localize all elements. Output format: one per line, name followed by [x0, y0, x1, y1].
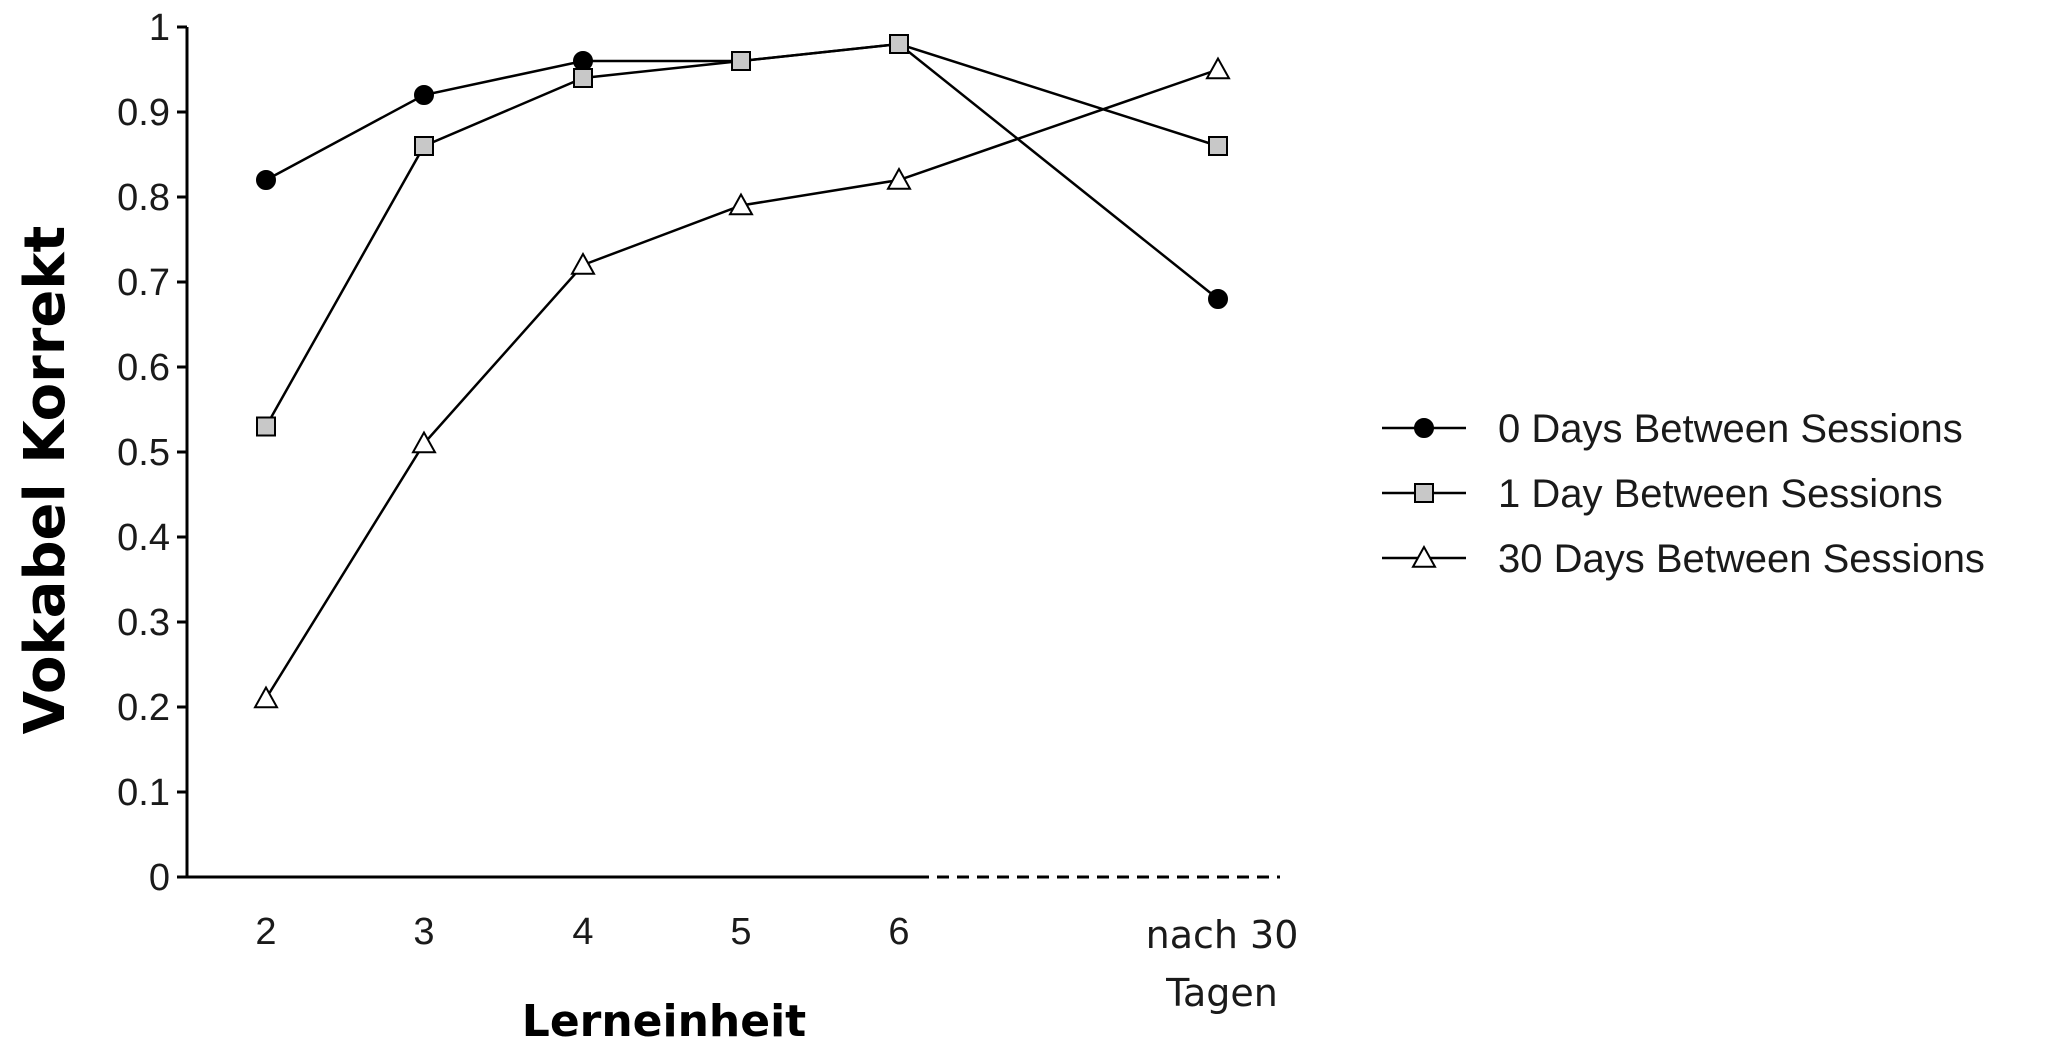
series-lines [266, 44, 1218, 699]
data-point-circle [1415, 419, 1433, 437]
chart-axes [187, 27, 1280, 877]
data-point-circle [257, 171, 275, 189]
data-point-square [1415, 484, 1433, 502]
data-point-circle [574, 52, 592, 70]
y-tick-label: 0.1 [117, 772, 170, 814]
legend-label: 1 Day Between Sessions [1498, 472, 1943, 516]
y-axis-title: Vokabel Korrekt [13, 226, 78, 735]
y-tick-label: 0 [149, 857, 170, 899]
y-tick-label: 1 [149, 7, 170, 49]
series-line-1 [266, 44, 1218, 427]
y-axis-ticks: 0 0.1 0.2 0.3 0.4 0.5 0.6 0.7 0.8 0.9 1 [117, 7, 187, 899]
data-point-square [257, 418, 275, 436]
legend: 0 Days Between Sessions 1 Day Between Ses… [1382, 407, 1985, 581]
data-point-circle [415, 86, 433, 104]
y-tick-label: 0.5 [117, 432, 170, 474]
x-axis-title: Lerneinheit [522, 996, 806, 1046]
data-point-square [732, 52, 750, 70]
data-point-triangle [888, 169, 910, 189]
data-point-square [574, 69, 592, 87]
y-tick-label: 0.3 [117, 602, 170, 644]
x-tick-label: 2 [255, 911, 276, 953]
x-tick-label-last: nach 30 [1146, 913, 1299, 957]
x-tick-label: 3 [413, 911, 434, 953]
data-point-square [415, 137, 433, 155]
series-markers [255, 35, 1229, 707]
y-tick-label: 0.9 [117, 92, 170, 134]
y-tick-label: 0.6 [117, 347, 170, 389]
series-line-2 [266, 70, 1218, 699]
y-tick-label: 0.2 [117, 687, 170, 729]
y-tick-label: 0.4 [117, 517, 170, 559]
x-tick-label: 6 [888, 911, 909, 953]
y-tick-label: 0.7 [117, 262, 170, 304]
legend-label: 0 Days Between Sessions [1498, 407, 1963, 451]
data-point-triangle [255, 688, 277, 708]
data-point-square [890, 35, 908, 53]
data-point-circle [1209, 290, 1227, 308]
data-point-square [1209, 137, 1227, 155]
data-point-triangle [572, 254, 594, 274]
data-point-triangle [1207, 59, 1229, 79]
x-tick-label: 5 [730, 911, 751, 953]
x-tick-label: 4 [572, 911, 593, 953]
x-tick-label-last: Tagen [1165, 971, 1278, 1015]
y-tick-label: 0.8 [117, 177, 170, 219]
legend-label: 30 Days Between Sessions [1498, 537, 1985, 581]
